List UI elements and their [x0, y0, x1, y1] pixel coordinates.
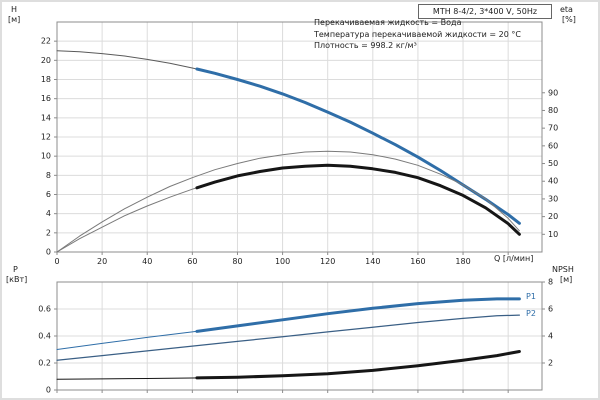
npsh-axis-title: NPSH — [552, 265, 574, 274]
y-right-tick-label: 90 — [548, 88, 558, 97]
x-tick-label: 0 — [54, 257, 59, 266]
y-right-tick-label: 40 — [548, 177, 558, 186]
p-axis-title: P — [13, 265, 18, 274]
liquid-info-block: Перекачиваемая жидкость = Вода Температу… — [314, 17, 521, 52]
y-left-tick-label: 0 — [46, 248, 51, 257]
y-left-tick-label: 18 — [41, 75, 51, 84]
q-axis-unit: Q [л/мин] — [494, 254, 534, 263]
y-left-tick-label: 0 — [46, 386, 51, 395]
p-axis-unit: [кВт] — [6, 275, 28, 284]
h-axis-title: H — [11, 5, 18, 14]
y-right-tick-label: 4 — [548, 332, 553, 341]
npsh-axis-unit: [м] — [560, 275, 573, 284]
series-P1-duty — [195, 297, 521, 333]
head-efficiency-chart: 0 2 4 6 8 10 12 14 16 18 20 22 10 20 30 40 50 60 70 80 90 0 20… — [41, 21, 558, 266]
y-right-tick-label: 60 — [548, 141, 558, 150]
x-tick-label: 160 — [410, 257, 425, 266]
eta-axis-unit: [%] — [562, 15, 576, 24]
x-tick-label: 140 — [365, 257, 380, 266]
y-right-tick-label: 80 — [548, 106, 558, 115]
y-left-tick-label: 2 — [46, 228, 51, 237]
y-left-tick-label: 16 — [41, 94, 51, 103]
y-right-tick-label: 10 — [548, 230, 558, 239]
series-P1-full — [56, 298, 520, 350]
y-left-tick-label: 0.2 — [38, 359, 51, 368]
x-tick-label: 180 — [455, 257, 470, 266]
eta-axis-title: eta — [560, 5, 573, 14]
info-line-temperature: Температура перекачиваемой жидкости = 20… — [314, 29, 521, 39]
curve-label-p2: P2 — [526, 309, 536, 318]
series-eta1 — [56, 150, 520, 253]
y-right-tick-label: 2 — [548, 359, 553, 368]
y-left-tick-label: 4 — [46, 209, 51, 218]
x-tick-label: 120 — [320, 257, 335, 266]
info-line-liquid: Перекачиваемая жидкость = Вода — [314, 18, 462, 27]
h-axis-unit: [м] — [8, 15, 21, 24]
curve-label-p1: P1 — [526, 292, 536, 301]
y-left-tick-label: 8 — [46, 171, 51, 180]
y-right-tick-label: 70 — [548, 124, 558, 133]
y-left-tick-label: 14 — [41, 113, 51, 122]
series-NPSH-duty — [195, 350, 521, 380]
x-tick-label: 80 — [232, 257, 242, 266]
y-right-tick-label: 30 — [548, 194, 558, 203]
x-tick-label: 40 — [142, 257, 152, 266]
x-tick-label: 100 — [275, 257, 290, 266]
y-right-tick-label: 20 — [548, 212, 558, 221]
y-left-tick-label: 20 — [41, 56, 51, 65]
series-eta2-duty — [195, 163, 521, 236]
pump-title-box: MTH 8-4/2, 3*400 V, 50Hz — [418, 4, 552, 19]
y-left-tick-label: 12 — [41, 133, 51, 142]
x-tick-label: 60 — [187, 257, 197, 266]
y-left-tick-label: 22 — [41, 37, 51, 46]
y-right-tick-label: 6 — [548, 305, 553, 314]
y-left-tick-label: 6 — [46, 190, 51, 199]
power-npsh-chart: 0 0.2 0.4 0.6 2 4 6 8 — [38, 278, 553, 395]
y-left-tick-label: 10 — [41, 152, 51, 161]
y-right-tick-label: 8 — [548, 278, 553, 287]
x-tick-label: 20 — [97, 257, 107, 266]
info-line-density: Плотность = 998.2 кг/м³ — [314, 41, 417, 50]
y-left-tick-label: 0.4 — [38, 332, 51, 341]
series-P2 — [56, 314, 521, 361]
y-right-tick-label: 50 — [548, 159, 558, 168]
y-left-tick-label: 0.6 — [38, 305, 51, 314]
